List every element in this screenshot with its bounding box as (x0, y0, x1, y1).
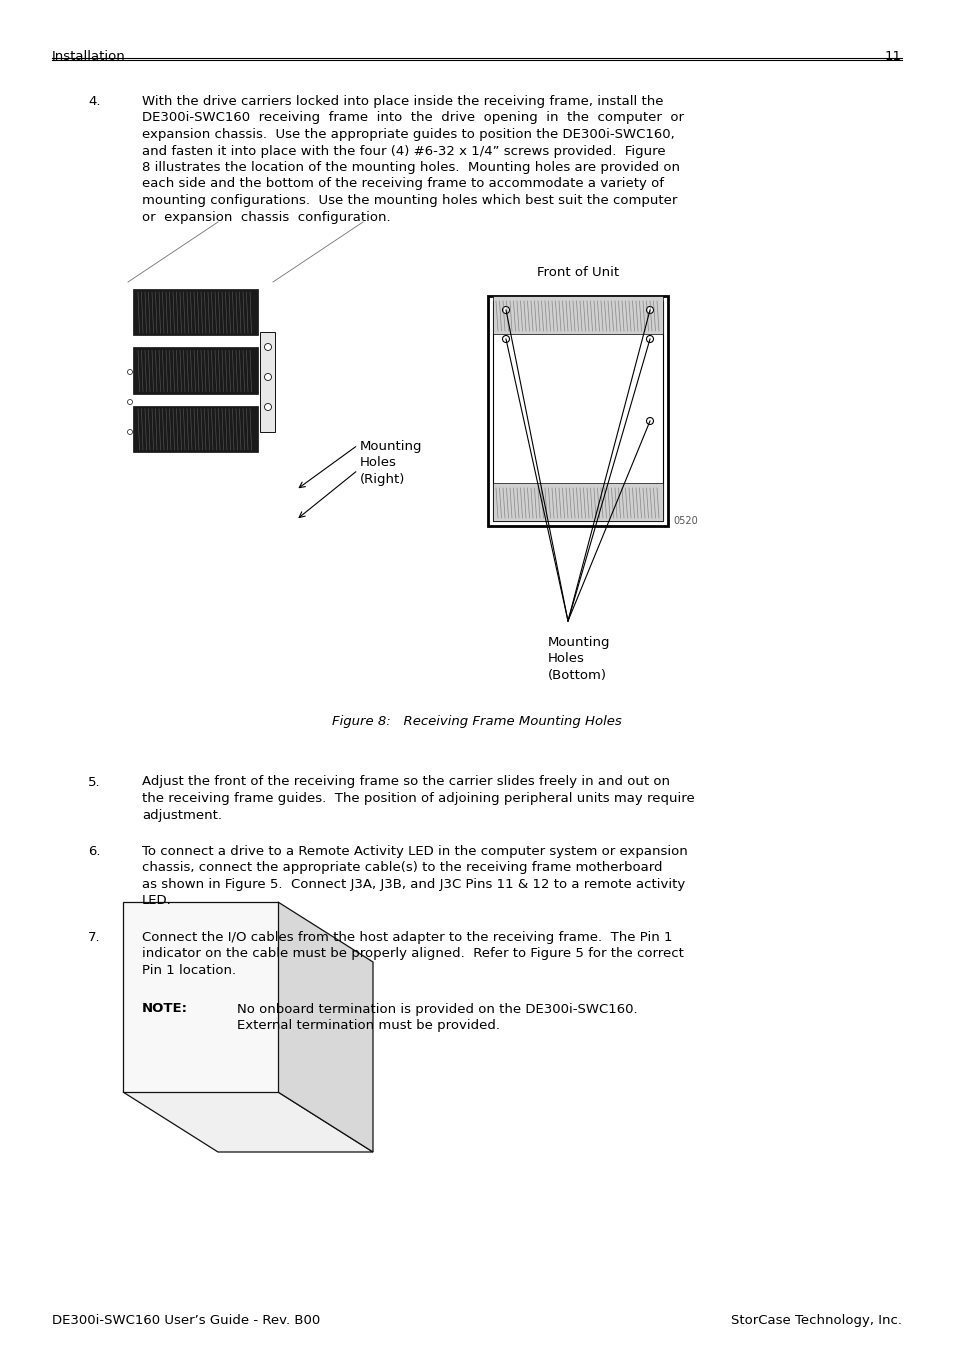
Text: 6.: 6. (88, 845, 100, 858)
Circle shape (128, 430, 132, 434)
Text: (Right): (Right) (359, 474, 405, 486)
Polygon shape (277, 902, 373, 1151)
Bar (493, 483, 662, 522)
Bar (493, 301, 662, 522)
Text: Installation: Installation (52, 51, 126, 63)
Circle shape (264, 404, 272, 411)
Text: Front of Unit: Front of Unit (537, 266, 618, 279)
Circle shape (646, 335, 653, 342)
Circle shape (502, 335, 509, 342)
Text: 0520: 0520 (672, 516, 697, 526)
Bar (488, 296, 667, 526)
Text: Holes: Holes (359, 456, 396, 470)
Text: Mounting: Mounting (547, 637, 610, 649)
Text: Figure 8:   Receiving Frame Mounting Holes: Figure 8: Receiving Frame Mounting Holes (332, 716, 621, 728)
Text: (Bottom): (Bottom) (547, 669, 606, 682)
Circle shape (264, 374, 272, 381)
Text: 5.: 5. (88, 775, 100, 789)
Text: Mounting: Mounting (359, 439, 422, 453)
Text: NOTE:: NOTE: (142, 1002, 188, 1016)
Bar (132, 405, 257, 452)
Text: mounting configurations.  Use the mounting holes which best suit the computer: mounting configurations. Use the mountin… (142, 194, 677, 207)
Text: LED.: LED. (142, 894, 172, 908)
Text: With the drive carriers locked into place inside the receiving frame, install th: With the drive carriers locked into plac… (142, 94, 662, 108)
Text: or  expansion  chassis  configuration.: or expansion chassis configuration. (142, 211, 390, 223)
Text: chassis, connect the appropriate cable(s) to the receiving frame motherboard: chassis, connect the appropriate cable(s… (142, 861, 661, 875)
Text: expansion chassis.  Use the appropriate guides to position the DE300i-SWC160,: expansion chassis. Use the appropriate g… (142, 127, 674, 141)
Circle shape (646, 307, 653, 314)
Text: Adjust the front of the receiving frame so the carrier slides freely in and out : Adjust the front of the receiving frame … (142, 775, 669, 789)
Bar (493, 296, 662, 334)
Circle shape (128, 370, 132, 375)
Text: adjustment.: adjustment. (142, 809, 222, 821)
Bar (132, 348, 257, 394)
Circle shape (502, 307, 509, 314)
Text: 11: 11 (884, 51, 901, 63)
Text: External termination must be provided.: External termination must be provided. (236, 1019, 499, 1032)
Circle shape (646, 418, 653, 424)
Text: 8 illustrates the location of the mounting holes.  Mounting holes are provided o: 8 illustrates the location of the mounti… (142, 162, 679, 174)
Text: 4.: 4. (88, 94, 100, 108)
Text: 7.: 7. (88, 931, 100, 945)
Text: Pin 1 location.: Pin 1 location. (142, 964, 236, 977)
Text: Connect the I/O cables from the host adapter to the receiving frame.  The Pin 1: Connect the I/O cables from the host ada… (142, 931, 672, 945)
Bar (260, 333, 274, 433)
Polygon shape (123, 1092, 373, 1151)
Polygon shape (123, 902, 277, 1092)
Text: as shown in Figure 5.  Connect J3A, J3B, and J3C Pins 11 & 12 to a remote activi: as shown in Figure 5. Connect J3A, J3B, … (142, 878, 684, 891)
Text: DE300i-SWC160 User’s Guide - Rev. B00: DE300i-SWC160 User’s Guide - Rev. B00 (52, 1314, 320, 1327)
Text: DE300i-SWC160  receiving  frame  into  the  drive  opening  in  the  computer  o: DE300i-SWC160 receiving frame into the d… (142, 111, 683, 125)
Text: Holes: Holes (547, 653, 584, 665)
Text: each side and the bottom of the receiving frame to accommodate a variety of: each side and the bottom of the receivin… (142, 178, 663, 190)
Text: and fasten it into place with the four (4) #6-32 x 1/4” screws provided.  Figure: and fasten it into place with the four (… (142, 145, 665, 157)
Bar (132, 289, 257, 335)
Text: indicator on the cable must be properly aligned.  Refer to Figure 5 for the corr: indicator on the cable must be properly … (142, 947, 683, 961)
Text: the receiving frame guides.  The position of adjoining peripheral units may requ: the receiving frame guides. The position… (142, 793, 694, 805)
Text: StorCase Technology, Inc.: StorCase Technology, Inc. (730, 1314, 901, 1327)
Text: To connect a drive to a Remote Activity LED in the computer system or expansion: To connect a drive to a Remote Activity … (142, 845, 687, 858)
Text: No onboard termination is provided on the DE300i-SWC160.: No onboard termination is provided on th… (236, 1002, 637, 1016)
Circle shape (128, 400, 132, 404)
Circle shape (264, 344, 272, 350)
